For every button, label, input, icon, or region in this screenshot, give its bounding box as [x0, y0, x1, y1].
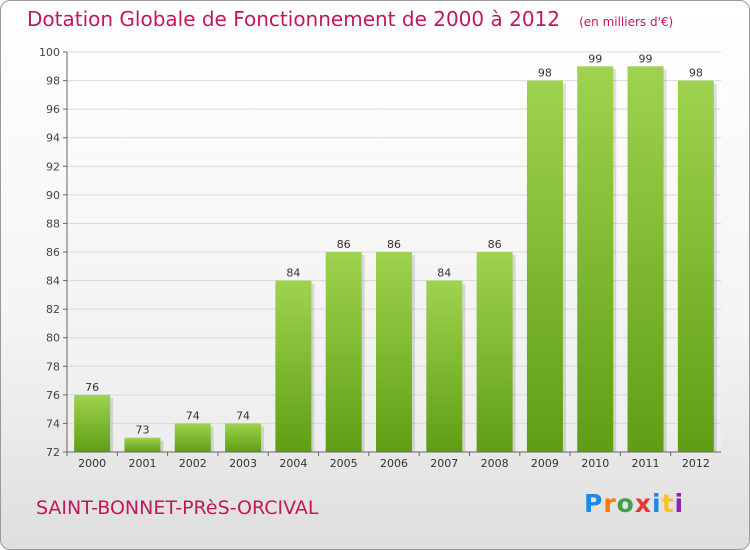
data-label: 73 — [135, 424, 149, 437]
x-tick-label: 2005 — [330, 457, 358, 470]
bar-2001 — [124, 437, 161, 452]
y-tick-label: 86 — [46, 246, 60, 259]
data-label: 86 — [387, 238, 401, 251]
x-tick-label: 2008 — [481, 457, 509, 470]
y-tick-label: 74 — [46, 417, 60, 430]
logo-letter: t — [661, 489, 675, 518]
x-tick-label: 2003 — [229, 457, 257, 470]
logo-letter: P — [584, 489, 604, 518]
data-label: 86 — [488, 238, 502, 251]
bar-2003 — [225, 423, 262, 452]
bar-2011 — [627, 66, 664, 453]
bar-2002 — [174, 423, 211, 452]
y-tick-label: 94 — [46, 132, 60, 145]
x-tick-label: 2006 — [380, 457, 408, 470]
proxiti-logo[interactable]: Proxiti — [584, 489, 684, 518]
y-tick-label: 100 — [39, 46, 60, 59]
bar-2012 — [677, 80, 714, 453]
bar-2006 — [376, 252, 412, 452]
logo-letter: x — [634, 489, 652, 518]
y-tick-label: 82 — [46, 303, 60, 316]
logo-letter: o — [616, 489, 635, 518]
bars: 76 73 74 74 84 86 86 84 86 98 99 99 98 — [74, 52, 717, 453]
x-tick-label: 2010 — [581, 457, 609, 470]
data-label: 74 — [186, 409, 200, 422]
chart-title: Dotation Globale de Fonctionnement de 20… — [27, 7, 560, 31]
bar-2008 — [476, 252, 513, 452]
bar-2004 — [275, 280, 312, 452]
logo-letter: r — [603, 489, 617, 518]
data-label: 84 — [437, 267, 451, 280]
bar-2010 — [577, 66, 614, 453]
data-label: 98 — [689, 67, 703, 80]
logo-letter: i — [652, 489, 662, 518]
y-tick-label: 84 — [46, 275, 60, 288]
y-tick-label: 92 — [46, 160, 60, 173]
bar-2009 — [526, 80, 563, 453]
y-tick-label: 90 — [46, 189, 60, 202]
chart-subtitle: (en milliers d'€) — [579, 15, 674, 29]
y-tick-label: 76 — [46, 389, 60, 402]
x-tick-label: 2000 — [78, 457, 106, 470]
data-label: 74 — [236, 409, 250, 422]
bar-2000 — [74, 394, 111, 452]
data-label: 84 — [286, 267, 300, 280]
x-tick-label: 2009 — [531, 457, 559, 470]
x-tick-label: 2004 — [279, 457, 307, 470]
y-tick-label: 98 — [46, 75, 60, 88]
y-tick-label: 88 — [46, 217, 60, 230]
chart-title-row: Dotation Globale de Fonctionnement de 20… — [27, 7, 673, 31]
bar-2005 — [325, 252, 362, 452]
x-tick-label: 2002 — [179, 457, 207, 470]
x-tick-label: 2012 — [682, 457, 710, 470]
y-tick-label: 78 — [46, 360, 60, 373]
y-tick-label: 72 — [46, 446, 60, 459]
data-label: 99 — [639, 52, 653, 65]
x-tick-label: 2007 — [430, 457, 458, 470]
bar-2007 — [426, 280, 463, 452]
x-tick-label: 2011 — [632, 457, 660, 470]
data-label: 99 — [588, 52, 602, 65]
commune-name: SAINT-BONNET-PRèS-ORCIVAL — [36, 497, 319, 519]
x-tick-label: 2001 — [128, 457, 156, 470]
y-tick-label: 96 — [46, 103, 60, 116]
y-tick-label: 80 — [46, 332, 60, 345]
data-label: 86 — [337, 238, 351, 251]
logo-letter: i — [674, 489, 685, 518]
axes: 72 74 76 78 80 82 84 86 88 90 92 94 96 98 100 2000 2001 2… — [39, 46, 721, 470]
bar-chart: 76 73 74 74 84 86 86 84 86 98 99 99 98 72 74 76 78 80 82 8… — [39, 46, 721, 470]
data-label: 98 — [538, 67, 552, 80]
data-label: 76 — [85, 381, 99, 394]
